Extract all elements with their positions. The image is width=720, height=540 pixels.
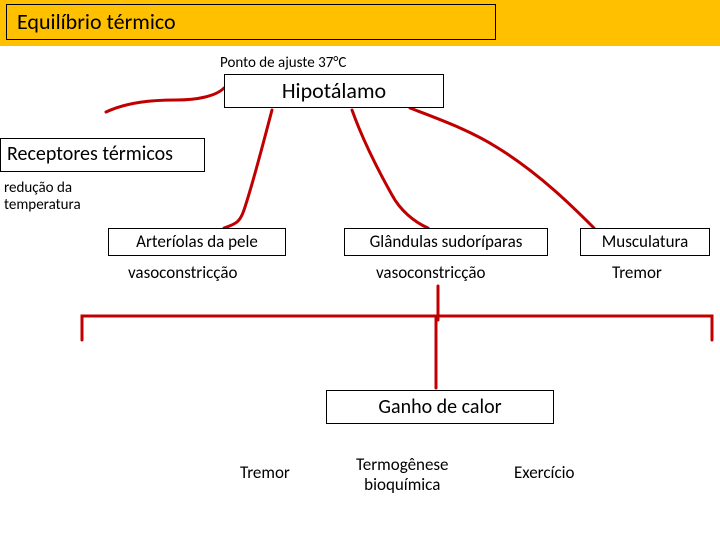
label-tremor-bot: Tremor [240,462,290,483]
node-ganho: Ganho de calor [326,390,554,424]
node-hipotalamo: Hipotálamo [224,74,444,108]
node-receptores: Receptores térmicos [0,138,205,172]
node-musculatura: Musculatura [580,228,710,256]
label-vasoconstricao-1: vasoconstricção [128,262,237,283]
label-exercicio: Exercício [514,462,575,483]
label-termogenese: Termogênesebioquímica [356,455,449,496]
setpoint-label: Ponto de ajuste 37°C [220,54,346,72]
label-vasoconstricao-2: vasoconstricção [376,262,485,283]
node-arteriolas: Arteríolas da pele [108,228,286,256]
label-reducao: redução datemperatura [4,180,81,215]
node-glandulas: Glândulas sudoríparas [344,228,548,256]
page-title: Equilíbrio térmico [6,4,496,40]
label-tremor-top: Tremor [612,262,662,283]
